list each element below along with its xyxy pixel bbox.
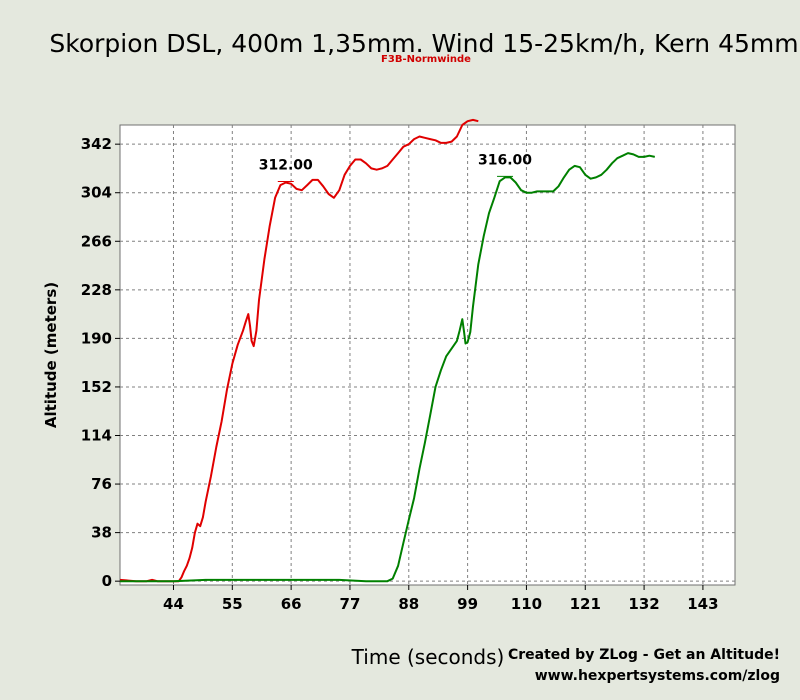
y-tick-label: 304 [81,184,112,202]
chart-title: Skorpion DSL, 400m 1,35mm. Wind 15-25km/… [49,29,798,58]
series-line-2 [120,152,656,583]
x-axis-label: Time (seconds) [351,645,505,669]
y-tick-label: 266 [81,232,112,250]
x-tick-label: 55 [222,595,243,613]
credit-line-2: www.hexpertsystems.com/zlog [535,668,780,684]
peak-label: 312.00 [259,158,313,174]
grid-lines [120,125,735,585]
plot-area [119,124,736,586]
series-layer [119,118,656,583]
x-tick-label: 143 [687,595,718,613]
x-tick-label: 77 [340,595,361,613]
annotations-layer: 312.00 316.00 [259,152,532,182]
y-tick-label: 190 [81,329,112,347]
x-tick-label: 88 [398,595,419,613]
credit-line-1: Created by ZLog - Get an Altitude! [508,647,780,663]
x-tick-label: 132 [628,595,659,613]
axes: 0 38 76 114 152 190 228 266 304 342 44 55 66 77 88 99 11… [81,135,719,613]
y-tick-label: 38 [91,524,112,542]
y-tick-label: 76 [91,475,112,493]
y-tick-label: 0 [102,572,112,590]
peak-label: 316.00 [478,152,532,168]
series-line-1 [119,118,479,583]
y-tick-label: 152 [81,378,112,396]
chart-subtitle: F3B-Normwinde [381,54,471,65]
y-tick-label: 114 [81,427,112,445]
y-tick-label: 228 [81,281,112,299]
x-tick-label: 121 [570,595,601,613]
y-axis-label: Altitude (meters) [42,282,60,428]
x-tick-label: 66 [281,595,302,613]
x-tick-label: 110 [511,595,542,613]
x-tick-label: 44 [163,595,184,613]
y-tick-label: 342 [81,135,112,153]
x-tick-label: 99 [457,595,478,613]
